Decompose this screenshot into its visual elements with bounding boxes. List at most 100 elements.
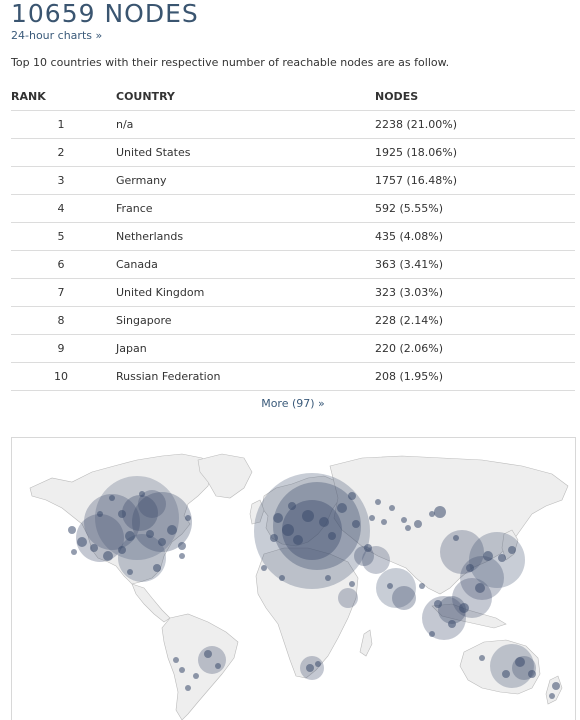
node-bubble (118, 546, 126, 554)
north-america-landmass (29, 453, 213, 585)
node-bubble (325, 575, 331, 581)
australia-landmass (459, 639, 541, 695)
country-link[interactable]: United Kingdom (116, 278, 375, 307)
rank-cell: 3 (11, 166, 116, 195)
page-title: 10659 NODES (11, 0, 199, 28)
madagascar-landmass (359, 629, 373, 657)
node-bubble (127, 569, 133, 575)
node-bubble (68, 526, 76, 534)
node-bubble (302, 510, 314, 522)
node-bubble (273, 513, 283, 523)
node-cluster-bubble (282, 500, 342, 560)
rank-cell: 2 (11, 138, 116, 167)
node-bubble (179, 553, 185, 559)
node-bubble (375, 499, 381, 505)
charts-link[interactable]: 24-hour charts » (11, 29, 103, 42)
node-cluster-bubble (138, 490, 166, 518)
node-bubble (453, 535, 459, 541)
node-bubble (508, 546, 516, 554)
node-cluster-bubble (392, 586, 416, 610)
table-row: 10 Russian Federation 208 (1.95%) (11, 362, 575, 391)
node-cluster-bubble (376, 568, 416, 608)
node-bubble (173, 657, 179, 663)
node-bubble (515, 657, 525, 667)
intro-text: Top 10 countries with their respective n… (11, 56, 450, 69)
table-row: 3 Germany 1757 (16.48%) (11, 166, 575, 195)
europe-landmass (261, 475, 341, 547)
central-america-landmass (131, 583, 171, 623)
rank-cell: 1 (11, 110, 116, 139)
nodes-cell: 2238 (21.00%) (375, 110, 575, 139)
node-bubble (352, 520, 360, 528)
nodes-cell: 1757 (16.48%) (375, 166, 575, 195)
country-link[interactable]: Japan (116, 334, 375, 363)
node-bubble (158, 538, 166, 546)
node-cluster-bubble (132, 492, 192, 552)
node-bubble (139, 491, 145, 497)
table-row: 4 France 592 (5.55%) (11, 194, 575, 223)
country-link[interactable]: Germany (116, 166, 375, 195)
node-bubble (103, 551, 113, 561)
node-bubble (348, 492, 356, 500)
new-zealand-landmass (545, 675, 563, 705)
node-bubble (429, 511, 435, 517)
node-bubble (261, 565, 267, 571)
rank-cell: 5 (11, 222, 116, 251)
node-cluster-bubble (254, 473, 370, 589)
nodes-cell: 592 (5.55%) (375, 194, 575, 223)
node-bubble (389, 505, 395, 511)
country-link[interactable]: Netherlands (116, 222, 375, 251)
node-bubble (282, 524, 294, 536)
more-countries-link[interactable]: More (97) » (261, 397, 325, 410)
country-link[interactable]: n/a (116, 110, 375, 139)
node-bubble (125, 531, 135, 541)
table-row: 9 Japan 220 (2.06%) (11, 334, 575, 363)
node-bubble (381, 519, 387, 525)
world-node-map[interactable] (11, 437, 576, 720)
table-row: 1 n/a 2238 (21.00%) (11, 110, 575, 139)
node-cluster-bubble (438, 596, 466, 624)
node-bubble (414, 520, 422, 528)
node-bubble (270, 534, 278, 542)
node-bubble (293, 535, 303, 545)
node-bubble (429, 631, 435, 637)
country-link[interactable]: France (116, 194, 375, 223)
country-link[interactable]: United States (116, 138, 375, 167)
nodes-cell: 1925 (18.06%) (375, 138, 575, 167)
node-bubble (401, 517, 407, 523)
node-bubble (204, 650, 212, 658)
rank-cell: 9 (11, 334, 116, 363)
rank-cell: 4 (11, 194, 116, 223)
greenland-landmass (197, 453, 253, 499)
node-bubble (215, 663, 221, 669)
table-row: 2 United States 1925 (18.06%) (11, 138, 575, 167)
country-link[interactable]: Singapore (116, 306, 375, 335)
table-row: 6 Canada 363 (3.41%) (11, 250, 575, 279)
node-cluster-bubble (469, 532, 525, 588)
column-header-country: COUNTRY (116, 83, 375, 111)
node-cluster-bubble (440, 530, 484, 574)
country-link[interactable]: Russian Federation (116, 362, 375, 391)
node-bubble (387, 583, 393, 589)
table-row: 8 Singapore 228 (2.14%) (11, 306, 575, 335)
node-cluster-bubble (95, 476, 179, 560)
node-bubble (279, 575, 285, 581)
node-bubble (319, 517, 329, 527)
node-bubble (167, 525, 177, 535)
world-map-graphic (29, 453, 569, 720)
node-bubble (405, 525, 411, 531)
node-bubble (90, 544, 98, 552)
node-bubble (306, 664, 314, 672)
node-bubble (178, 542, 186, 550)
country-link[interactable]: Canada (116, 250, 375, 279)
rank-cell: 6 (11, 250, 116, 279)
column-header-rank: RANK (11, 83, 116, 111)
column-header-nodes: NODES (375, 83, 575, 111)
node-bubble (549, 693, 555, 699)
node-bubbles (68, 473, 560, 699)
node-bubble (434, 506, 446, 518)
rank-cell: 7 (11, 278, 116, 307)
node-bubble (369, 515, 375, 521)
node-bubble (97, 511, 103, 517)
nodes-cell: 323 (3.03%) (375, 278, 575, 307)
